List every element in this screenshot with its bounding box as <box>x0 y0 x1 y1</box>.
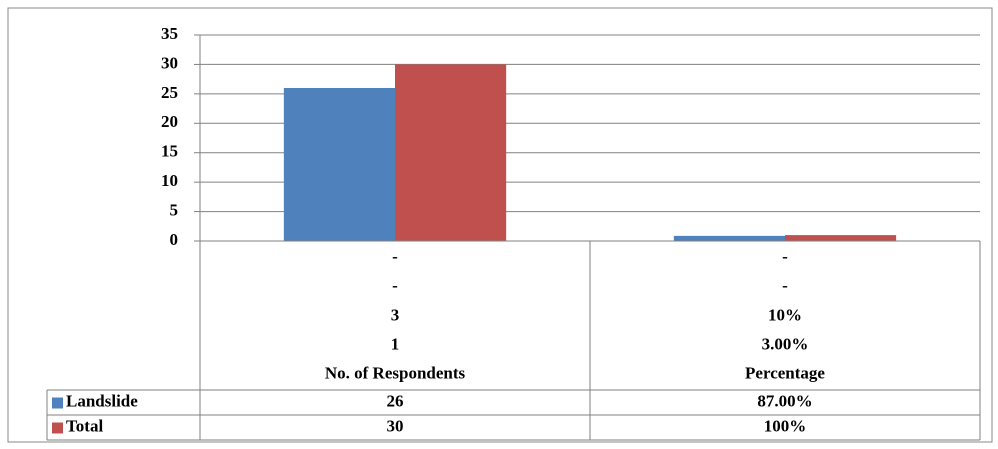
legend-label: Total <box>66 416 103 435</box>
legend-label: Landslide <box>66 391 138 410</box>
category-label: 3.00% <box>762 335 809 354</box>
legend-key <box>52 422 63 434</box>
y-tick-label: 25 <box>161 83 178 102</box>
category-label: 10% <box>768 305 802 324</box>
y-tick-label: 30 <box>161 53 178 72</box>
table-cell: 30 <box>387 416 404 435</box>
category-label: 1 <box>391 335 400 354</box>
category-label: - <box>782 276 788 295</box>
y-tick-label: 5 <box>170 200 179 219</box>
category-label: - <box>782 247 788 266</box>
category-label: - <box>392 276 398 295</box>
table-cell: 26 <box>387 391 404 410</box>
bar <box>283 87 395 241</box>
bar <box>673 235 785 241</box>
y-tick-label: 0 <box>170 230 179 249</box>
category-label: - <box>392 247 398 266</box>
y-tick-label: 35 <box>161 24 178 43</box>
y-tick-label: 10 <box>161 171 178 190</box>
category-label: No. of Respondents <box>325 364 466 383</box>
y-tick-label: 20 <box>161 112 178 131</box>
table-cell: 87.00% <box>757 391 812 410</box>
legend-key <box>52 397 63 409</box>
y-tick-label: 15 <box>161 142 178 161</box>
bar <box>395 64 507 241</box>
category-label: 3 <box>391 305 400 324</box>
table-cell: 100% <box>764 416 807 435</box>
category-label: Percentage <box>745 364 825 383</box>
bar <box>785 235 897 241</box>
